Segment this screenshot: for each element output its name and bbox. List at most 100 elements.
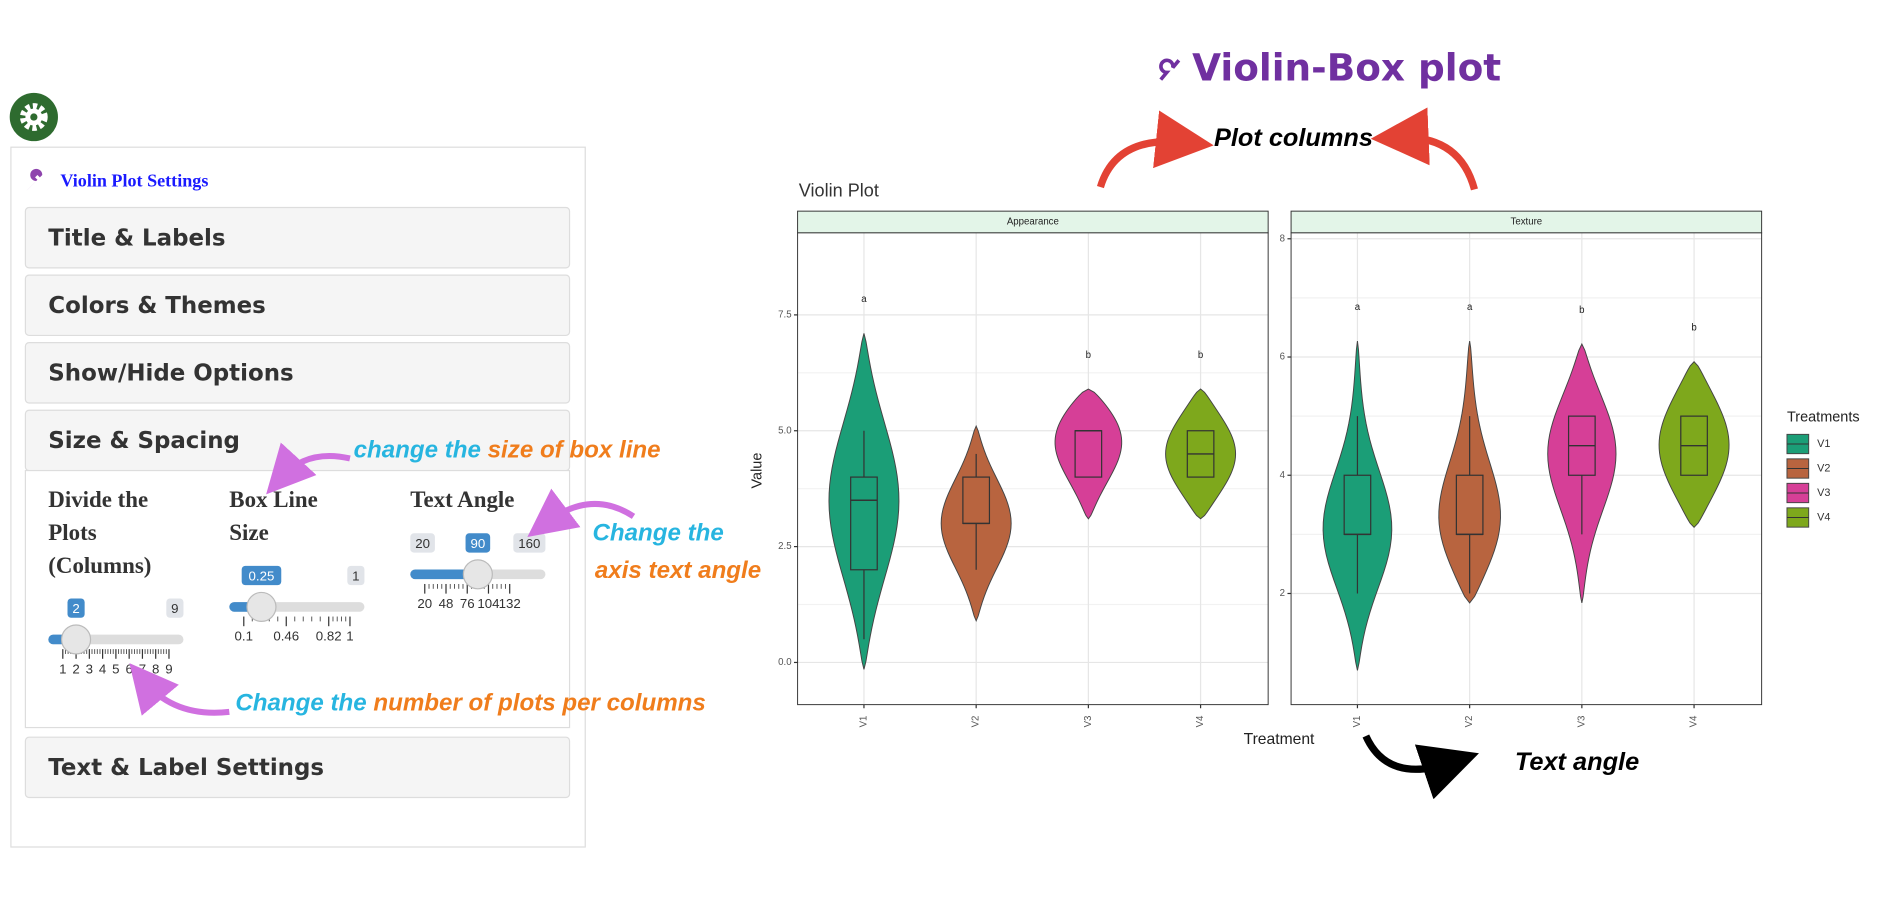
slider-tick-label: 0.82 (316, 629, 342, 644)
x-tick-label: V3 (1083, 716, 1094, 728)
accordion-title[interactable]: Colors & Themes (48, 293, 265, 319)
accordion-title[interactable]: Size & Spacing (48, 428, 240, 454)
slider-label: Plots (48, 520, 96, 545)
x-tick-label: V3 (1576, 716, 1587, 728)
slider-tick-label: 104 (477, 596, 499, 611)
x-tick-label: V4 (1195, 715, 1206, 727)
slider-max-text: 1 (352, 568, 359, 583)
box (850, 476, 878, 571)
arrow (1370, 107, 1478, 191)
slider-min (410, 533, 435, 553)
slider-label: Text Angle (410, 487, 514, 512)
annotation-part: Change the (235, 690, 373, 717)
group-letter: b (1086, 350, 1091, 361)
slider-max (166, 598, 184, 618)
accordion-header[interactable] (24, 206, 571, 269)
callout: Text angle (1515, 748, 1639, 776)
strip-label: Appearance (1007, 217, 1059, 228)
slider-max-text: 9 (171, 601, 178, 616)
slider-tick-label: 6 (125, 661, 132, 676)
panel-border (1290, 232, 1763, 706)
slider-tick-label: 8 (152, 661, 159, 676)
slider-handle[interactable] (462, 559, 493, 590)
group-letter: b (1198, 350, 1203, 361)
x-tick-label: V1 (1352, 716, 1363, 728)
accordion-title[interactable]: Title & Labels (48, 225, 225, 251)
slider-tick-label: 1 (59, 661, 66, 676)
group-letter: a (861, 294, 867, 305)
slider-tick-label: 0.1 (235, 629, 253, 644)
y-tick-label: 4 (1280, 470, 1286, 481)
group-letter: b (1691, 323, 1696, 334)
legend-title: Treatments (1787, 409, 1860, 425)
slider-handle[interactable] (246, 591, 277, 622)
x-tick-label: V4 (1689, 715, 1700, 727)
annotation-part: number of plots per columns (373, 690, 705, 717)
y-tick-label: 2 (1280, 588, 1285, 599)
slider-label: Divide the (48, 487, 148, 512)
slider-bar (410, 569, 478, 580)
x-tick-label: V2 (1464, 716, 1475, 728)
box (1455, 474, 1484, 535)
x-tick-label: V2 (971, 716, 982, 728)
legend-label: V2 (1817, 462, 1830, 474)
violin-icon (1159, 58, 1181, 81)
slider-handle[interactable] (60, 624, 92, 655)
x-tick-label: V1 (859, 716, 870, 728)
box (962, 476, 991, 525)
panel-title: Violin Plot Settings (60, 170, 208, 190)
accordion-title[interactable]: Text & Label Settings (48, 755, 324, 781)
x-axis-title: Treatment (1244, 731, 1315, 748)
arrow (266, 442, 351, 495)
page-title: Violin-Box plot (1192, 45, 1501, 89)
y-tick-label: 7.5 (778, 309, 791, 320)
slider-max-text: 160 (518, 536, 540, 551)
slider-tick-label: 0.46 (273, 629, 299, 644)
annotation-part: change the (354, 436, 488, 463)
callout: Plot columns (1214, 124, 1373, 152)
settings-toggle[interactable] (9, 92, 58, 142)
slider-max (347, 565, 365, 586)
group-letter: b (1579, 305, 1584, 316)
slider-tick-label: 76 (460, 596, 475, 611)
slider-value (241, 565, 282, 586)
slider-value-text: 0.25 (249, 568, 275, 583)
y-tick-label: 6 (1280, 352, 1285, 363)
annotation: Change the (592, 520, 723, 547)
slider-tick-label: 20 (417, 596, 432, 611)
slider-max (513, 533, 546, 553)
slider-tick-label: 3 (86, 661, 93, 676)
slider-label: Size (229, 520, 268, 545)
slider-tick-label: 132 (499, 596, 521, 611)
wrench-icon (26, 168, 43, 191)
chart-title: Violin Plot (799, 181, 879, 201)
slider-tick-label: 2 (72, 661, 79, 676)
accordion-header[interactable] (24, 342, 571, 404)
arrow (1362, 734, 1479, 800)
slider-tick-label: 1 (346, 629, 353, 644)
legend-label: V1 (1817, 438, 1830, 450)
strip-label: Texture (1511, 217, 1543, 228)
slider-min-text: 20 (415, 536, 430, 551)
slider-value (67, 598, 85, 618)
arrow (527, 488, 636, 537)
legend-label: V3 (1817, 487, 1830, 499)
annotation: Change the number of plots per columns (235, 690, 705, 717)
accordion-header[interactable] (24, 274, 571, 337)
slider-label: (Columns) (48, 553, 151, 578)
slider-tick-label: 4 (99, 661, 106, 676)
box (1074, 430, 1103, 478)
annotation: change the size of box line (354, 436, 661, 463)
accordion-header[interactable] (24, 736, 571, 799)
group-letter: a (1467, 302, 1473, 313)
y-tick-label: 0.0 (778, 657, 791, 668)
slider-tick-label: 48 (439, 596, 454, 611)
slider-value-text: 90 (470, 536, 485, 551)
accordion-title[interactable]: Show/Hide Options (48, 361, 293, 387)
panel-border (797, 232, 1269, 706)
legend-label: V4 (1817, 511, 1830, 523)
slider-value-text: 2 (72, 601, 79, 616)
slider-label: Box Line (229, 487, 317, 512)
arrow (1096, 110, 1214, 189)
y-tick-label: 2.5 (778, 541, 791, 552)
